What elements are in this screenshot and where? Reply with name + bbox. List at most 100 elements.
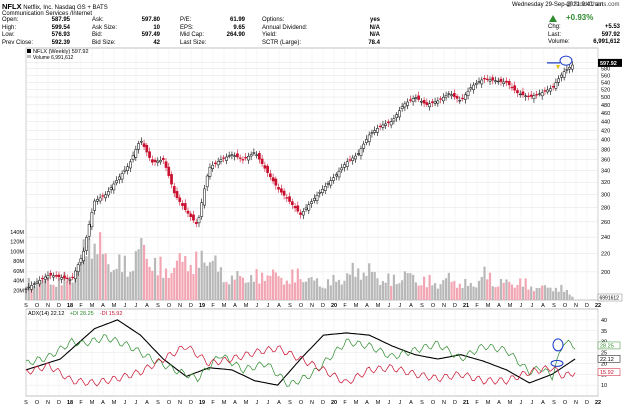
candle-body [145, 144, 149, 153]
volume-bar [173, 267, 176, 300]
right-quote-label: Volume: [548, 39, 570, 45]
candle-body [27, 286, 31, 289]
volume-bar [552, 291, 555, 300]
volume-bar [359, 279, 363, 300]
quote-value: 264.90 [226, 32, 245, 38]
candle-body [301, 211, 305, 216]
candle-body [142, 143, 146, 147]
candle-body [392, 118, 396, 122]
volume-bar [307, 278, 310, 300]
candle-body [38, 280, 42, 285]
annotation-circle [550, 359, 564, 367]
candle-body [562, 71, 566, 78]
adx-x-tick-label: O [563, 400, 568, 406]
candle-body [318, 191, 322, 194]
candle-body [277, 187, 280, 190]
quote-label: Prev Close: [2, 39, 34, 46]
candle-body [74, 270, 77, 279]
adx-legend-label: -DI 15.92 [100, 311, 123, 317]
candle-body [496, 80, 500, 83]
candle-body [123, 169, 127, 172]
price-x-tick-label: M [112, 303, 117, 309]
volume-bar [159, 256, 162, 300]
volume-bar [30, 286, 33, 300]
price-x-tick-label: N [178, 303, 182, 309]
adx-series-line [25, 345, 576, 387]
candle-body [120, 173, 124, 180]
candle-body [334, 174, 338, 177]
candle-body [216, 161, 220, 166]
candle-body [345, 161, 349, 167]
volume-tick-label: 40M [13, 279, 24, 285]
volume-tick-label: 60M [13, 269, 24, 275]
quote-value: 9.65 [233, 24, 245, 31]
price-x-tick-label: J [124, 303, 127, 309]
quote-label: Annual Dividend: [262, 24, 308, 31]
volume-bar [370, 271, 374, 300]
volume-bar [184, 255, 187, 300]
quote-label: P/E: [180, 17, 192, 23]
volume-bar [439, 284, 442, 300]
volume-bar [206, 265, 209, 300]
candle-body [488, 79, 492, 82]
price-tick-label: 220 [601, 252, 610, 258]
candle-body [258, 153, 261, 160]
candle-body [241, 159, 245, 161]
candle-body [175, 191, 179, 198]
volume-bar [557, 291, 560, 300]
candle-body [205, 175, 209, 188]
adx-legend-label: +DI 28.25 [70, 311, 94, 317]
candle-body [93, 200, 96, 211]
adx-x-tick-label: M [354, 400, 359, 406]
price-x-tick-label: J [388, 303, 391, 309]
candle-body [428, 103, 431, 108]
candle-body [222, 157, 226, 159]
candle-body [134, 149, 138, 158]
quote-label: Ask: [92, 17, 104, 23]
exchange: Nasdaq GS [54, 5, 86, 11]
volume-bar [208, 262, 212, 300]
volume-bar [535, 287, 538, 300]
adx-last-label: 22.12 [600, 357, 614, 363]
price-x-tick-label: D [189, 303, 193, 309]
candle-body [247, 156, 250, 161]
volume-bar [348, 274, 352, 300]
candle-body [450, 94, 453, 97]
candle-body [71, 276, 75, 279]
volume-bar [466, 285, 470, 300]
price-tick-label: 500 [601, 95, 610, 101]
candle-body [441, 96, 445, 102]
volume-tick-label: 120M [10, 240, 24, 246]
volume-bar [291, 269, 294, 300]
volume-bar [274, 272, 277, 300]
volume-bar [137, 249, 140, 300]
adx-x-tick-label: D [585, 400, 589, 406]
adx-tick-label: 20 [601, 361, 607, 367]
volume-last-tag [597, 293, 623, 302]
candle-body [510, 86, 514, 89]
quote-value: 78.4 [368, 39, 380, 46]
volume-bar [219, 267, 223, 300]
volume-bar [189, 265, 192, 300]
volume-legend-swatch [27, 55, 31, 58]
price-x-tick-label: J [399, 303, 402, 309]
candle-body [411, 98, 415, 102]
adx-series-line [25, 319, 576, 386]
candle-body [543, 90, 547, 92]
candle-body [197, 217, 201, 224]
volume-bar [469, 283, 472, 300]
adx-x-tick-label: S [288, 400, 292, 406]
quote-value: 592.39 [51, 39, 70, 46]
candle-body [516, 90, 519, 94]
price-x-tick-label: J [531, 303, 534, 309]
candle-body [469, 87, 473, 90]
quote-label: Yield: [262, 32, 277, 38]
volume-bar [203, 262, 206, 300]
price-legend-label: NFLX (Weekly) 597.92 [33, 49, 89, 55]
price-tick-label: 340 [601, 169, 610, 175]
volume-bar [93, 243, 96, 300]
volume-bar [277, 276, 280, 300]
adx-x-tick-label: M [508, 400, 513, 406]
candle-body [32, 283, 36, 285]
volume-bar [403, 271, 406, 300]
